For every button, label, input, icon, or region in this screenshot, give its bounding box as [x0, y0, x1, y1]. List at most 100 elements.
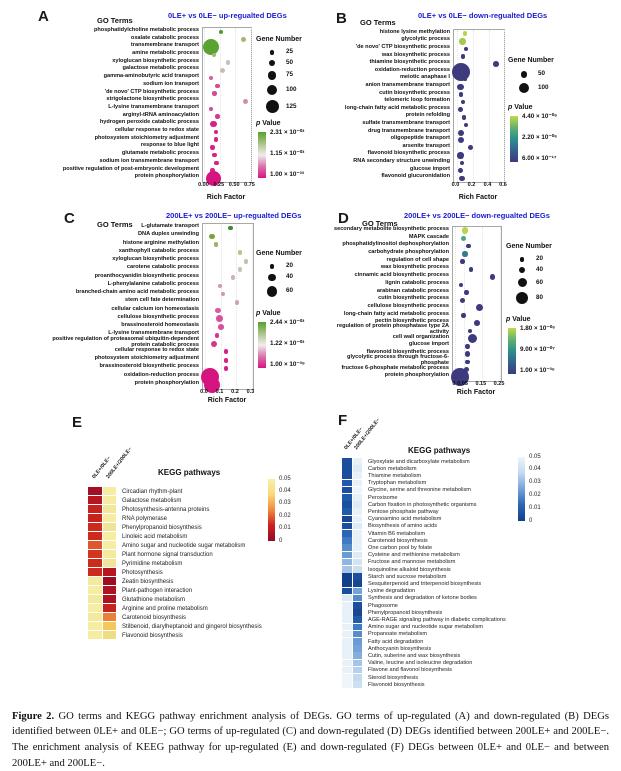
- go-term-label: cellular response to redox state: [114, 127, 199, 134]
- p-value-tick: 9.00 × 10⁻⁰⁷: [520, 346, 555, 353]
- go-term-label: transmembrane transport: [130, 42, 199, 49]
- panel-letter-B: B: [336, 10, 347, 27]
- pathway-label: Zeatin biosynthesis: [122, 578, 174, 585]
- pathway-label: Steroid biosynthesis: [368, 674, 419, 681]
- legend-size-value: 20: [536, 255, 544, 263]
- gene-number-label: Gene Number: [506, 243, 552, 250]
- bubble-dot: [209, 233, 215, 239]
- legend-size-circle: [269, 264, 275, 269]
- go-term-label: sodium ion transmembrane transport: [99, 157, 199, 164]
- go-term-label: branched-chain amino acid metabolic proc…: [75, 289, 199, 296]
- legend-size-value: 80: [536, 294, 544, 301]
- heatmap-cell: [342, 486, 352, 494]
- x-tick-label: 0.25: [493, 381, 505, 387]
- heatmap-cell: [352, 630, 363, 638]
- p-value-tick: 2.31 × 10⁻⁰³: [270, 129, 305, 136]
- x-axis-label: Rich Factor: [456, 389, 496, 396]
- bubble-dot: [212, 152, 217, 158]
- pathway-label: Flavone and flavonol biosynthesis: [368, 667, 452, 674]
- bubble-dot: [461, 313, 466, 318]
- bubble-dot: [462, 251, 468, 257]
- pathway-label: Photosynthesis: [122, 569, 163, 576]
- heatmap-cell: [352, 501, 363, 508]
- heatmap-cell: [352, 465, 363, 472]
- bubble-dot: [218, 324, 224, 330]
- heatmap-cell: [352, 458, 363, 465]
- go-term-label: L-lysine transmembrane transport: [108, 103, 199, 110]
- p-value-tick: 1.00 × 10⁻³³: [270, 171, 304, 178]
- bubble-dot: [213, 137, 219, 143]
- heatmap-cell: [352, 566, 363, 573]
- heatmap-cell: [352, 479, 363, 487]
- p-value-tick: 1.22 × 10⁻⁰³: [270, 340, 305, 347]
- legend-size-value: 125: [286, 102, 297, 110]
- pathway-label: Glutathione metabolism: [122, 596, 186, 603]
- x-tick-label: 0.25: [213, 182, 225, 188]
- x-tick-label: 0.50: [228, 182, 240, 188]
- x-tick-label: 0: [452, 381, 456, 387]
- colorbar: [518, 457, 525, 521]
- pathway-label: Fatty acid degradation: [368, 638, 424, 645]
- pathway-label: One carbon pool by folate: [368, 544, 433, 551]
- legend-size-circle: [265, 100, 279, 113]
- bubble-dot: [464, 290, 469, 295]
- go-term-label: positive regulation of proteasomal ubiqu…: [52, 335, 199, 348]
- x-tick-label: 0.3: [246, 389, 255, 395]
- heatmap-cell: [352, 674, 363, 681]
- go-term-label: arginyl-tRNA aminoacylation: [122, 111, 199, 118]
- pathway-label: Plant hormone signal transduction: [122, 551, 213, 558]
- x-axis-label: Rich Factor: [206, 194, 246, 201]
- go-term-label: wax biosynthetic process: [380, 264, 449, 271]
- heatmap-cell: [88, 550, 102, 559]
- pathway-label: Amino sugar and nucleotide sugar metabol…: [368, 624, 484, 631]
- bubble-dot: [210, 168, 215, 173]
- gridline: [504, 30, 505, 182]
- heatmap-cell: [342, 566, 352, 573]
- go-term-label: histone arginine methylation: [122, 239, 199, 246]
- go-term-label: glucose import: [409, 165, 450, 172]
- heatmap-cell: [342, 515, 352, 523]
- heatmap-cell: [88, 595, 102, 604]
- gridline: [472, 30, 474, 182]
- colorbar-tick: 0.01: [529, 504, 541, 511]
- go-term-label: oligopeptide transport: [390, 135, 450, 142]
- colorbar: [268, 479, 275, 541]
- heatmap-cell: [352, 544, 363, 551]
- heatmap-cell: [88, 586, 102, 595]
- go-terms-label: GO Terms: [362, 219, 398, 228]
- heatmap-cell: [342, 587, 352, 595]
- heatmap-cell: [342, 659, 352, 667]
- panel-letter-E: E: [72, 414, 83, 431]
- pathway-label: Glycine, serine and threonine metabolism: [368, 487, 471, 494]
- go-term-label: proanthocyanidin biosynthetic process: [94, 272, 199, 279]
- go-term-label: cellulose biosynthetic process: [117, 313, 199, 320]
- bubble-dot: [469, 267, 474, 272]
- gridline: [236, 224, 237, 389]
- go-term-label: fructose 6-phosphate metabolic process: [341, 364, 449, 371]
- legend-size-circle: [519, 257, 525, 262]
- colorbar-tick: 0.02: [279, 512, 291, 519]
- gridline: [454, 227, 456, 381]
- bubble-dot: [240, 36, 246, 43]
- heatmap-cell: [88, 604, 102, 613]
- heatmap-cell: [342, 594, 352, 602]
- go-term-label: meiotic anaphase I: [399, 74, 450, 81]
- heatmap-cell: [88, 532, 102, 541]
- heatmap-cell: [342, 623, 352, 631]
- bubble-dot: [459, 160, 465, 166]
- bubble-dot: [457, 129, 464, 136]
- gridline: [456, 30, 458, 182]
- heatmap-cell: [88, 613, 102, 622]
- bubble-dot: [237, 267, 243, 272]
- heatmap-cell: [88, 631, 102, 640]
- legend-size-circle: [517, 278, 527, 287]
- heatmap-cell: [352, 522, 363, 530]
- x-tick-label: 0.2: [467, 182, 476, 188]
- pathway-label: Arginine and proline metabolism: [122, 605, 208, 612]
- x-tick-label: 0.1: [215, 389, 224, 395]
- bubble-dot: [213, 129, 219, 135]
- go-term-label: 'de novo' CTP biosynthetic process: [355, 44, 450, 51]
- heatmap-cell: [342, 522, 352, 530]
- pathway-label: Flavonoid biosynthesis: [368, 681, 425, 688]
- colorbar-tick: 0.05: [279, 475, 291, 482]
